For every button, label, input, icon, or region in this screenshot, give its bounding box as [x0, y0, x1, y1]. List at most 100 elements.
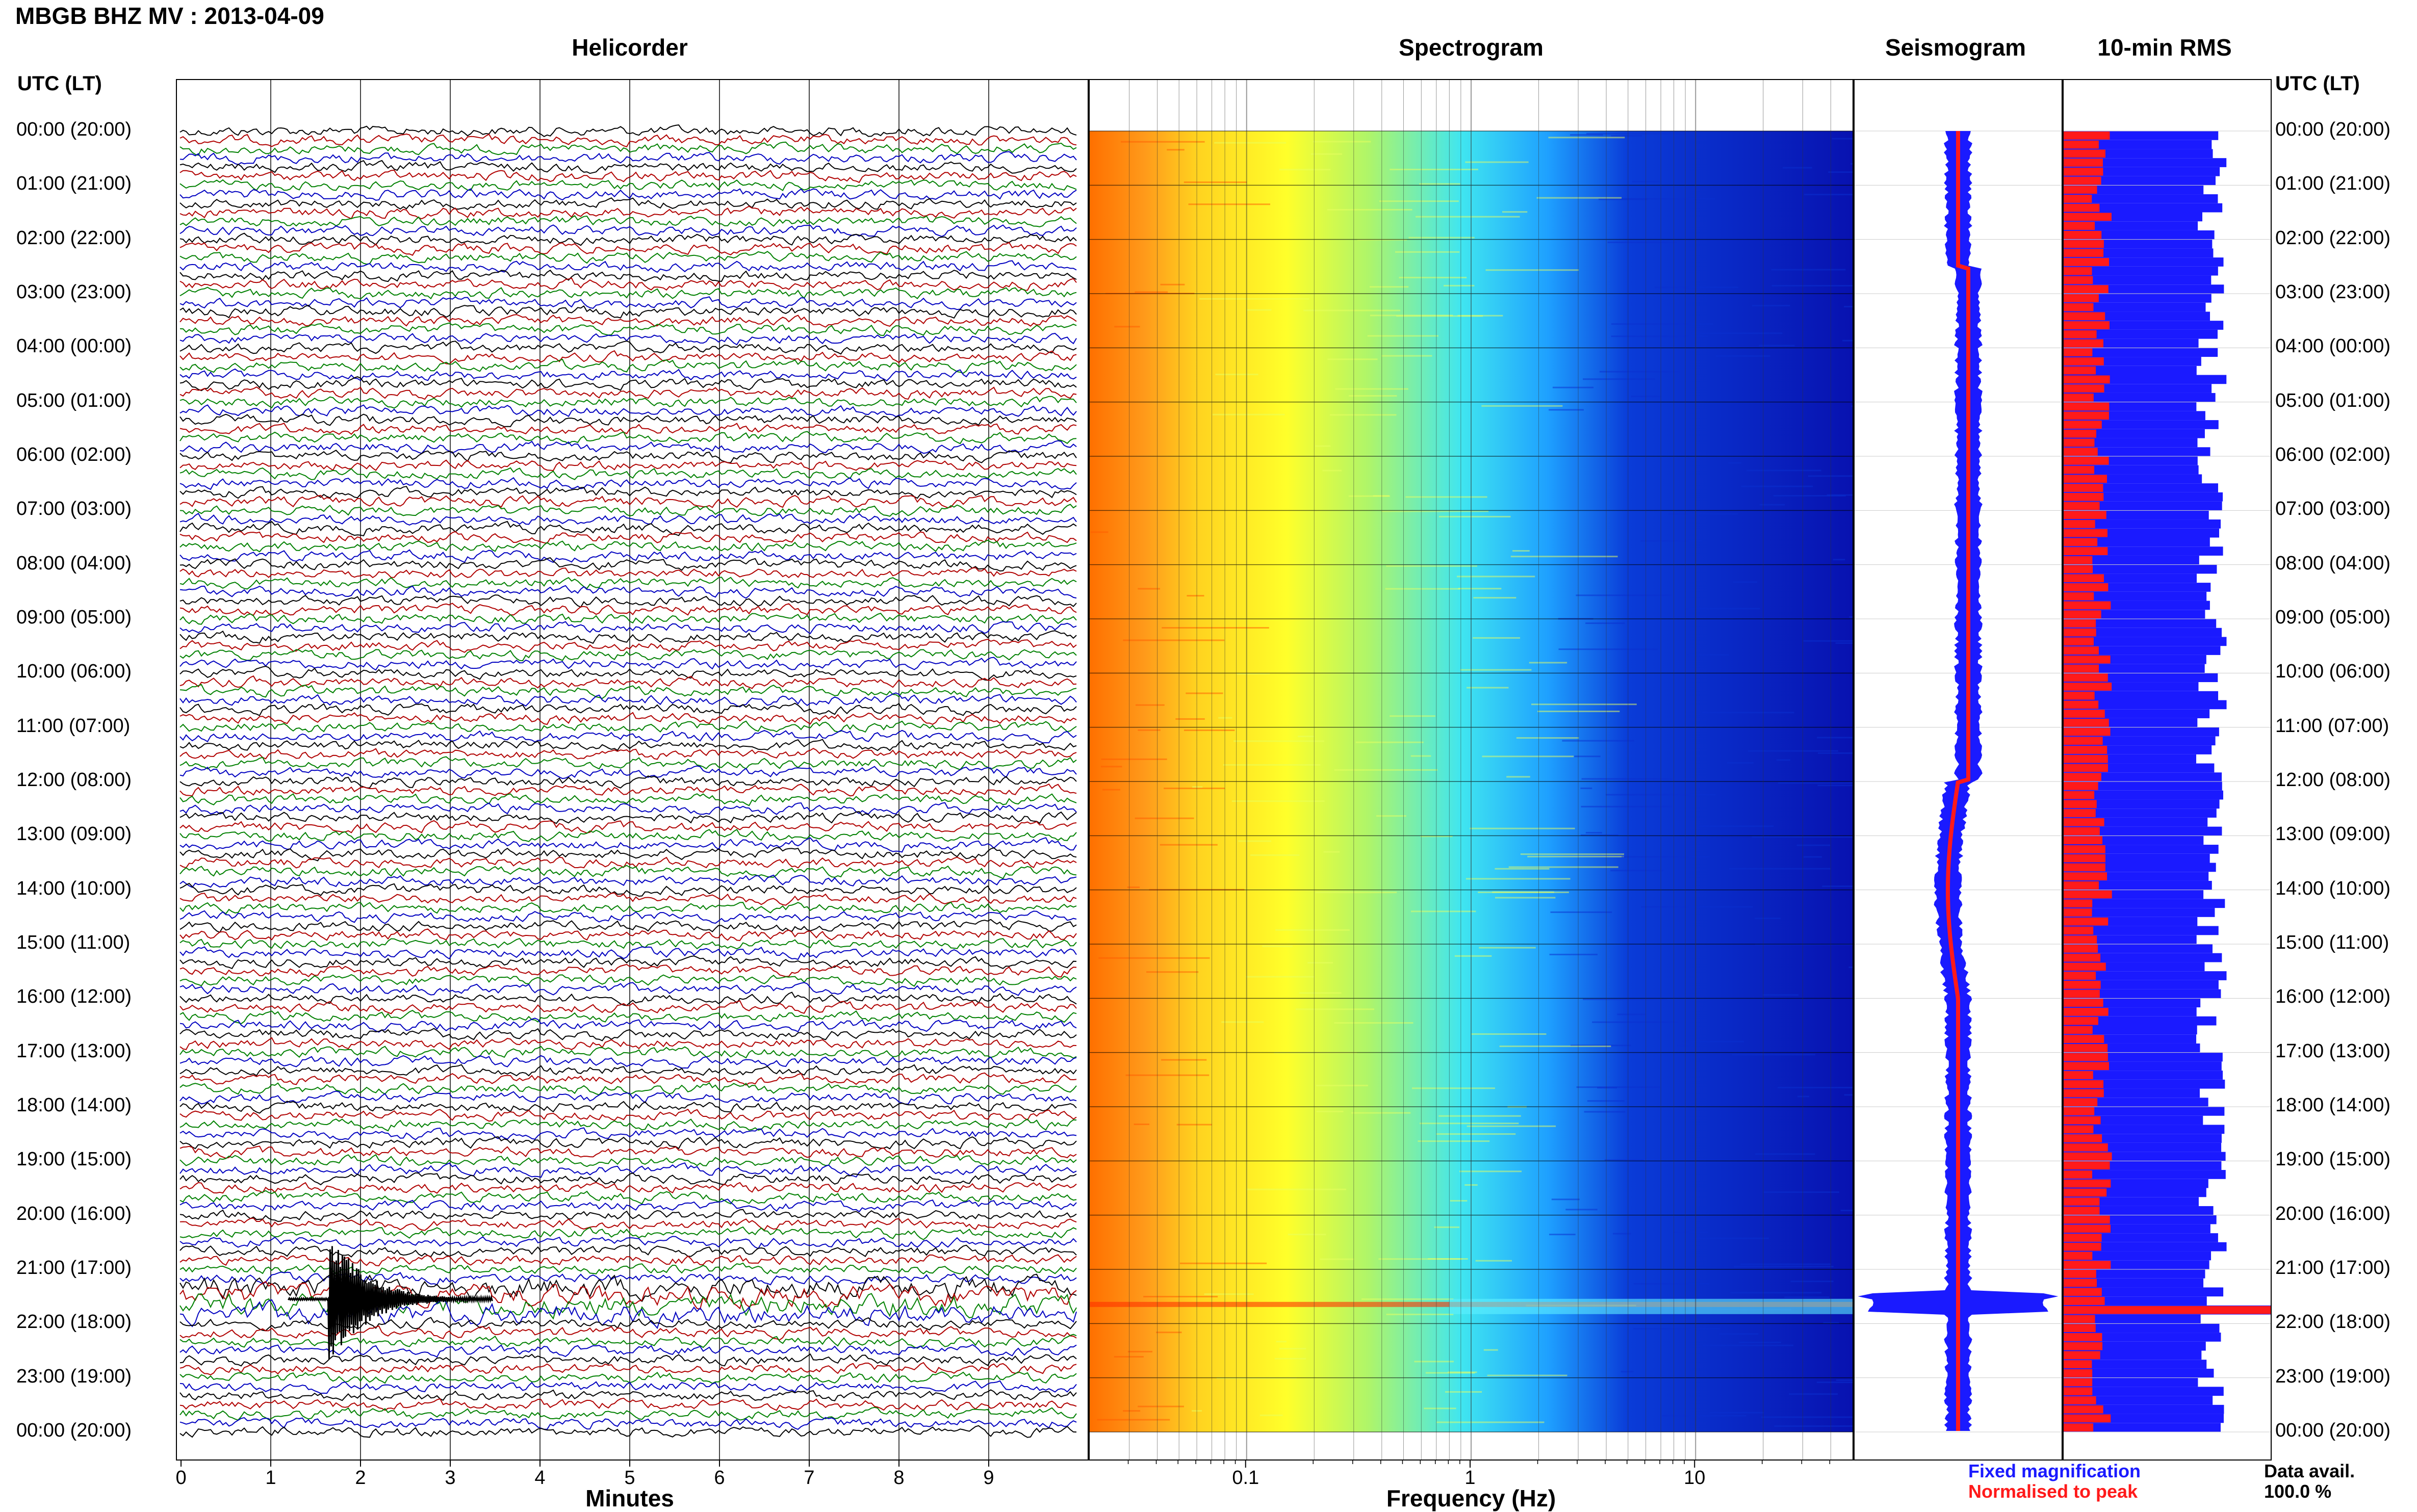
spectrogram-streak: [1495, 897, 1556, 899]
rms-bar-fixed: [2064, 1206, 2214, 1215]
spectrogram-streak: [1687, 654, 1729, 656]
rms-bar-fixed: [2064, 1368, 2214, 1378]
spectrogram-streak: [1310, 153, 1343, 155]
spectrogram-streak: [1816, 1381, 1853, 1384]
time-label-right: 23:00 (19:00): [2275, 1365, 2391, 1387]
helicorder-trace: [179, 974, 1077, 987]
helicorder-trace: [179, 765, 1077, 779]
spectrogram-streak: [1817, 785, 1853, 787]
spectrogram-streak: [1134, 1124, 1150, 1126]
helicorder-trace: [179, 739, 1077, 751]
spectrogram-streak: [1483, 1349, 1498, 1351]
rms-bar-fixed: [2064, 194, 2218, 203]
spectrogram-streak: [1412, 1087, 1495, 1089]
spectrogram-streak: [1520, 853, 1624, 855]
spectrogram-streak: [1307, 962, 1333, 964]
spectrogram-streak: [1482, 755, 1574, 758]
rms-bar-normalised: [2064, 411, 2109, 420]
spectrogram-streak: [1796, 844, 1831, 846]
spectrogram-streak: [1763, 994, 1799, 996]
helicorder-trace: [179, 358, 1077, 374]
spectrogram-streak: [1465, 161, 1529, 163]
spectrogram-streak: [1470, 827, 1575, 829]
helicorder-trace: [179, 520, 1077, 537]
minute-tick-label: 9: [983, 1467, 994, 1486]
spectrogram-streak: [1617, 1013, 1645, 1015]
time-label-right: 05:00 (01:00): [2275, 389, 2391, 411]
time-label-left: 01:00 (21:00): [16, 173, 132, 195]
spectrogram-streak: [1818, 752, 1853, 754]
helicorder-trace: [179, 396, 1077, 409]
helicorder-trace: [179, 1244, 1077, 1258]
time-label-left: 00:00 (20:00): [16, 1420, 132, 1441]
rms-bar-normalised: [2064, 457, 2109, 465]
spectrogram-streak: [1558, 648, 1658, 650]
spectrogram-streak: [1823, 1322, 1839, 1324]
spectrogram-streak: [1410, 755, 1431, 757]
rms-bar-fixed: [2064, 1098, 2208, 1107]
helicorder-trace: [179, 1072, 1077, 1086]
helicorder-trace: [179, 1190, 1077, 1205]
utc-header-right: UTC (LT): [2275, 72, 2360, 95]
helicorder-trace: [179, 630, 1077, 644]
helicorder-trace: [179, 504, 1077, 517]
spectrogram-streak: [1613, 1233, 1631, 1235]
rms-bar-normalised: [2064, 1062, 2110, 1071]
spectrogram-streak: [1279, 1348, 1306, 1350]
spectrogram-streak: [1231, 800, 1325, 802]
spectrogram-title: Spectrogram: [1399, 34, 1544, 61]
spectrogram-streak: [1728, 462, 1742, 464]
helicorder-trace: [179, 215, 1077, 227]
rms-bar-normalised: [2064, 1242, 2101, 1251]
spectrogram-streak: [1316, 1110, 1344, 1112]
rms-bar-normalised: [2064, 511, 2106, 519]
spectrogram-streak: [1677, 1045, 1693, 1047]
rms-bar-fixed: [2064, 781, 2222, 791]
spectrogram-streak: [1396, 315, 1483, 317]
rms-bar-normalised: [2064, 1288, 2102, 1296]
spectrogram-streak: [1631, 396, 1662, 398]
spectrogram-streak: [1759, 504, 1785, 506]
helicorder-trace: [179, 450, 1077, 463]
rms-bar-normalised: [2064, 655, 2111, 664]
spectrogram-streak: [1160, 283, 1185, 285]
rms-bar-normalised: [2064, 1414, 2111, 1423]
rms-bar-fixed: [2064, 1333, 2221, 1342]
spectrogram-streak: [1776, 759, 1790, 761]
spectrogram-streak: [1214, 142, 1287, 144]
spectrogram-streak: [1804, 194, 1853, 196]
time-label-right: 08:00 (04:00): [2275, 552, 2391, 574]
spectrogram-streak: [1162, 627, 1269, 629]
helicorder-trace: [179, 188, 1077, 201]
spectrogram-streak: [1586, 133, 1686, 135]
rms-bar-normalised: [2064, 1360, 2092, 1368]
time-label-right: 12:00 (08:00): [2275, 769, 2391, 791]
rms-bar-normalised: [2064, 664, 2099, 673]
helicorder-trace: [179, 340, 1077, 355]
rms-bar-fixed: [2064, 1314, 2201, 1324]
spectrogram-streak: [1473, 597, 1516, 599]
spectrogram-streak: [1276, 1341, 1287, 1343]
spectrogram-streak: [1315, 445, 1331, 447]
rms-bar-normalised: [2064, 953, 2101, 962]
data-avail-label: Data avail.: [2264, 1461, 2355, 1481]
spectrogram-streak: [1585, 832, 1602, 834]
spectrogram-streak: [1351, 1112, 1411, 1114]
spectrogram-streak: [1418, 1140, 1490, 1142]
spectrogram-streak: [1662, 1415, 1746, 1417]
rms-bar-normalised: [2064, 727, 2111, 736]
rms-bar-normalised: [2064, 465, 2095, 474]
helicorder-trace: [179, 982, 1077, 996]
rms-bar-fixed: [2064, 1377, 2198, 1387]
legend-normalised-to-peak: Normalised to peak: [1968, 1481, 2138, 1502]
spectrogram-streak: [1424, 1407, 1456, 1410]
spectrogram-streak: [1761, 1416, 1853, 1418]
helicorder-trace: [179, 549, 1077, 563]
helicorder-trace: [179, 1055, 1077, 1069]
time-label-right: 20:00 (16:00): [2275, 1203, 2391, 1224]
rms-bar-fixed: [2064, 1233, 2218, 1242]
spectrogram-streak: [1732, 1054, 1815, 1056]
spectrogram-streak: [1833, 559, 1845, 561]
rms-bar-normalised: [2064, 1252, 2093, 1260]
spectrogram-streak: [1334, 1022, 1413, 1024]
